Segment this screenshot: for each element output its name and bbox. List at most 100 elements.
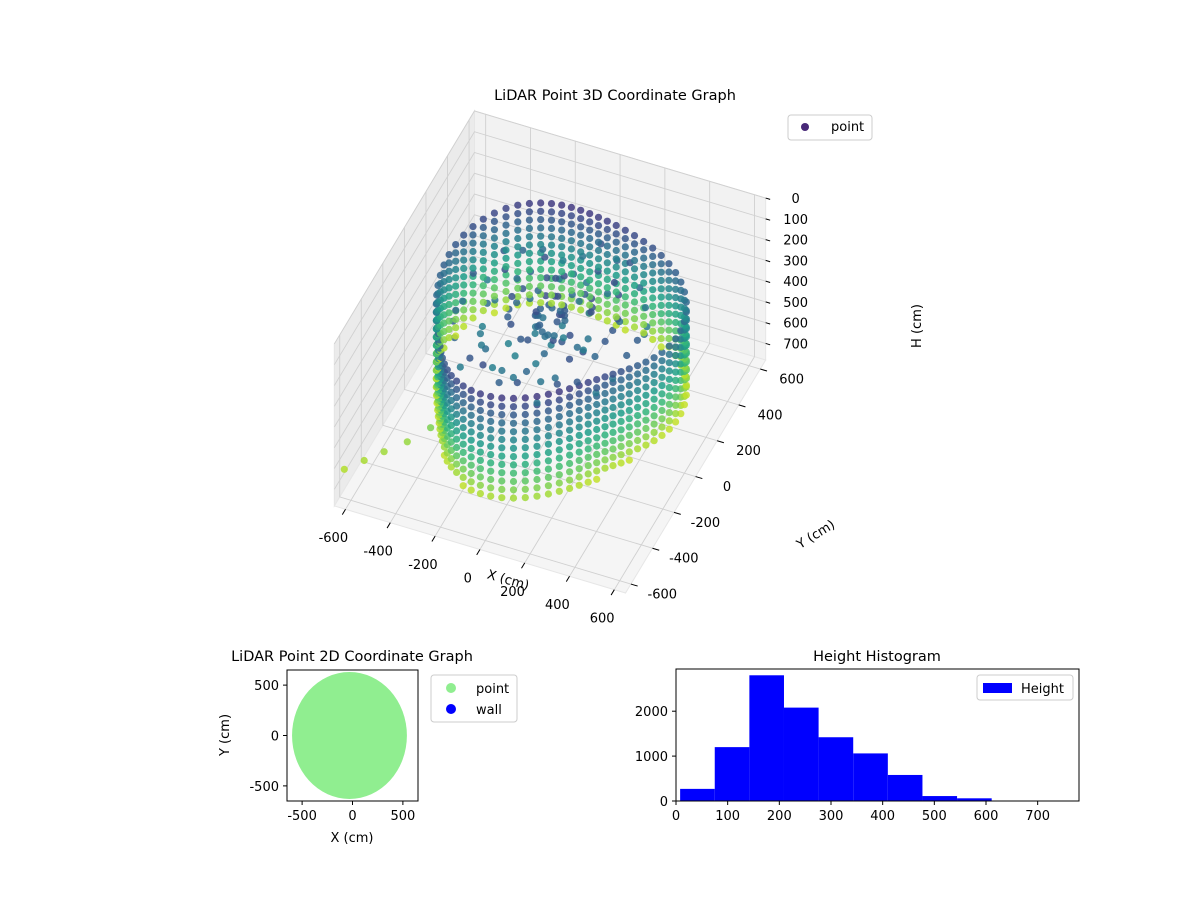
data-point bbox=[469, 223, 476, 230]
data-point bbox=[585, 429, 592, 436]
data-point bbox=[548, 267, 555, 274]
data-point bbox=[446, 259, 453, 266]
data-point bbox=[469, 240, 476, 247]
data-point bbox=[514, 235, 521, 242]
data-point bbox=[640, 246, 647, 253]
data-point bbox=[613, 305, 620, 312]
data-point bbox=[548, 258, 555, 265]
data-point bbox=[526, 258, 533, 265]
data-point bbox=[487, 468, 494, 475]
data-point bbox=[533, 434, 540, 441]
data-point bbox=[585, 412, 592, 419]
data-point bbox=[665, 335, 672, 342]
data-point bbox=[477, 390, 484, 397]
data-point bbox=[558, 235, 565, 242]
data-point bbox=[548, 283, 555, 290]
data-point bbox=[487, 410, 494, 417]
data-point bbox=[566, 485, 573, 492]
data-point bbox=[586, 260, 593, 267]
data-point bbox=[510, 436, 517, 443]
data-point bbox=[533, 484, 540, 491]
data-point bbox=[532, 360, 539, 367]
data-point bbox=[522, 419, 529, 426]
data-point bbox=[491, 210, 498, 217]
data-point bbox=[593, 426, 600, 433]
data-point bbox=[480, 232, 487, 239]
data-point bbox=[609, 429, 616, 436]
data-point bbox=[533, 476, 540, 483]
data-point bbox=[649, 319, 656, 326]
data-point bbox=[576, 390, 583, 397]
data-point bbox=[658, 302, 665, 309]
data-point bbox=[545, 466, 552, 473]
data-point bbox=[602, 338, 609, 345]
data-point bbox=[460, 265, 467, 272]
data-point bbox=[665, 260, 672, 267]
data-point bbox=[634, 437, 641, 444]
data-point bbox=[558, 285, 565, 292]
data-point bbox=[566, 452, 573, 459]
data-point bbox=[453, 411, 460, 418]
data-point bbox=[556, 455, 563, 462]
data-point bbox=[526, 217, 533, 224]
data-point bbox=[604, 317, 611, 324]
data-point bbox=[634, 379, 641, 386]
x-tick bbox=[342, 509, 345, 514]
data-point bbox=[487, 426, 494, 433]
x-tick-label: 500 bbox=[390, 809, 415, 824]
data-point bbox=[649, 328, 656, 335]
data-point bbox=[522, 461, 529, 468]
data-point bbox=[526, 225, 533, 232]
data-point bbox=[601, 448, 608, 455]
data-point bbox=[453, 402, 460, 409]
data-point bbox=[508, 293, 515, 300]
data-point bbox=[631, 257, 638, 264]
data-point bbox=[601, 465, 608, 472]
data-point bbox=[533, 393, 540, 400]
data-point bbox=[446, 293, 453, 300]
data-point bbox=[523, 368, 530, 375]
data-point bbox=[537, 282, 544, 289]
data-point bbox=[658, 260, 665, 267]
data-point bbox=[642, 425, 649, 432]
data-point bbox=[642, 304, 649, 311]
data-point bbox=[672, 385, 679, 392]
y-tick-label: 500 bbox=[254, 679, 279, 694]
data-point bbox=[548, 300, 555, 307]
data-point bbox=[672, 377, 679, 384]
chart-title: LiDAR Point 3D Coordinate Graph bbox=[494, 88, 736, 104]
data-point bbox=[477, 457, 484, 464]
data-point bbox=[466, 355, 473, 362]
data-point bbox=[631, 232, 638, 239]
data-point bbox=[586, 243, 593, 250]
data-point bbox=[640, 313, 647, 320]
data-point bbox=[666, 384, 673, 391]
data-point bbox=[545, 474, 552, 481]
z-tick-label: 400 bbox=[783, 275, 808, 290]
data-point bbox=[672, 277, 679, 284]
data-point bbox=[566, 468, 573, 475]
data-point bbox=[545, 416, 552, 423]
data-point bbox=[672, 335, 679, 342]
data-point bbox=[665, 327, 672, 334]
data-point bbox=[446, 326, 453, 333]
data-point bbox=[595, 280, 602, 287]
data-point bbox=[609, 396, 616, 403]
data-point bbox=[477, 440, 484, 447]
y-tick-label: -400 bbox=[669, 552, 699, 567]
data-point bbox=[558, 227, 565, 234]
x-tick-label: 100 bbox=[715, 809, 740, 824]
y-tick bbox=[674, 512, 681, 514]
data-point bbox=[469, 314, 476, 321]
data-point bbox=[446, 268, 453, 275]
data-point bbox=[601, 431, 608, 438]
data-point bbox=[566, 410, 573, 417]
data-point bbox=[548, 233, 555, 240]
z-tick-label: 0 bbox=[792, 192, 800, 207]
data-point bbox=[622, 277, 629, 284]
y-tick-label: 0 bbox=[660, 795, 668, 810]
x-tick-label: -600 bbox=[319, 531, 349, 546]
data-point bbox=[586, 268, 593, 275]
data-point bbox=[491, 251, 498, 258]
data-point bbox=[545, 407, 552, 414]
